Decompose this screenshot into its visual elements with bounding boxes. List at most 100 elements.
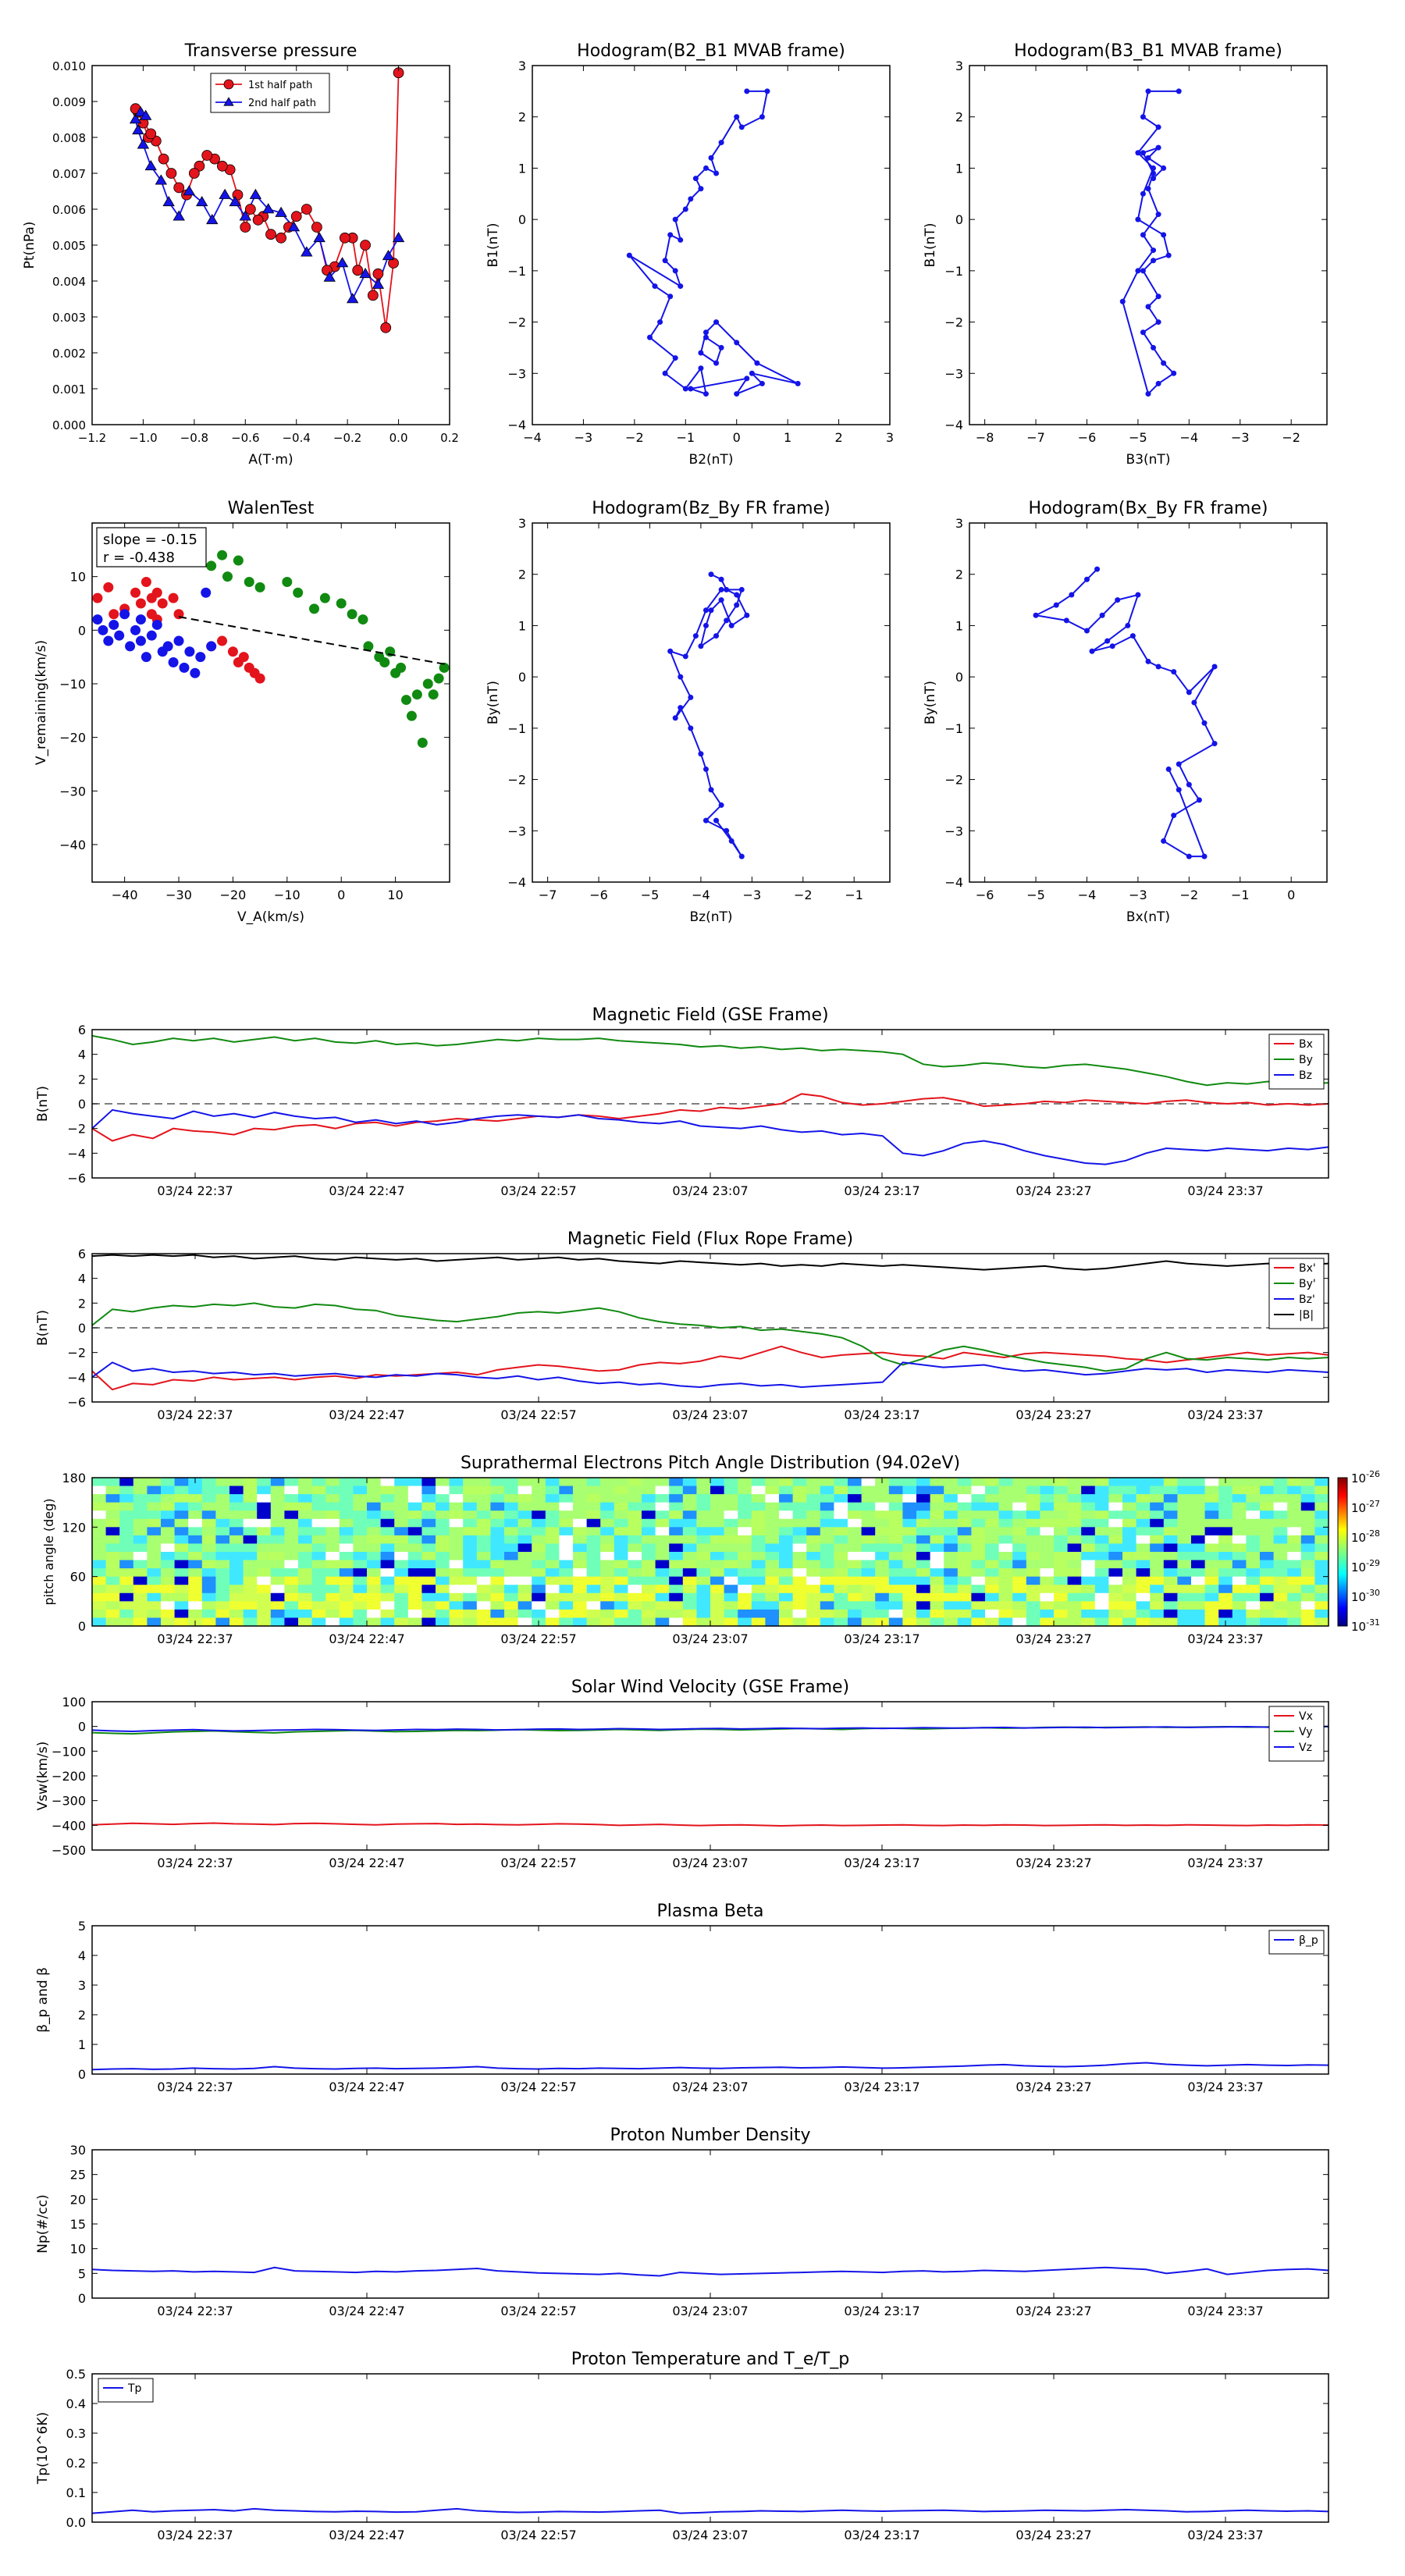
- heatmap-cell: [916, 1592, 931, 1602]
- heatmap-cell: [407, 1543, 422, 1553]
- heatmap-cell: [270, 1560, 285, 1569]
- y-axis-label: β_p and β: [35, 1967, 51, 2033]
- heatmap-cell: [1040, 1585, 1055, 1594]
- data-point: [254, 673, 265, 684]
- y-tick-label: −400: [52, 1818, 86, 1833]
- heatmap-cell: [1108, 1592, 1123, 1602]
- heatmap-cell: [161, 1601, 176, 1610]
- hodogram-point: [1155, 380, 1161, 386]
- heatmap-cell: [1040, 1617, 1055, 1627]
- series-line-By': [91, 1302, 1329, 1372]
- heatmap-cell: [902, 1560, 917, 1569]
- heatmap-cell: [930, 1543, 944, 1553]
- heatmap-cell: [944, 1601, 959, 1610]
- heatmap-cell: [834, 1609, 848, 1619]
- heatmap-cell: [1287, 1518, 1302, 1528]
- heatmap-cell: [133, 1552, 148, 1561]
- x-tick-label: −4: [523, 430, 542, 445]
- heatmap-cell: [724, 1494, 738, 1503]
- heatmap-cell: [1177, 1601, 1192, 1610]
- heatmap-cell: [834, 1576, 848, 1585]
- heatmap-cell: [848, 1543, 863, 1553]
- heatmap-cell: [738, 1494, 752, 1503]
- heatmap-cell: [861, 1494, 876, 1503]
- x-tick-label: 03/24 22:47: [329, 2080, 404, 2094]
- data-point: [249, 188, 262, 199]
- heatmap-cell: [1204, 1585, 1219, 1594]
- heatmap-cell: [504, 1552, 519, 1561]
- hodogram-point: [1196, 797, 1202, 803]
- heatmap-cell: [573, 1543, 588, 1553]
- chart-title: Plasma Beta: [657, 1902, 764, 1921]
- data-point: [108, 619, 119, 630]
- heatmap-cell: [407, 1494, 422, 1503]
- data-point: [162, 196, 175, 207]
- heatmap-cell: [1232, 1527, 1247, 1536]
- hodogram-point: [1171, 370, 1177, 376]
- hodogram-point: [652, 283, 658, 290]
- heatmap-cell: [902, 1609, 917, 1619]
- heatmap-cell: [985, 1576, 1000, 1585]
- y-tick-label: 10: [70, 570, 86, 585]
- data-point: [439, 662, 450, 673]
- heatmap-cell: [449, 1552, 464, 1561]
- heatmap-cell: [201, 1592, 216, 1602]
- heatmap-cell: [133, 1478, 148, 1487]
- heatmap-cell: [834, 1494, 848, 1503]
- heatmap-cell: [944, 1552, 959, 1561]
- y-tick-label: −4: [67, 1146, 86, 1161]
- heatmap-cell: [243, 1510, 258, 1520]
- heatmap-cell: [1218, 1485, 1233, 1495]
- heatmap-cell: [545, 1568, 560, 1578]
- heatmap-cell: [875, 1568, 890, 1578]
- colorbar-tick-label: 10-27: [1351, 1499, 1380, 1515]
- heatmap-cell: [902, 1535, 917, 1545]
- heatmap-cell: [161, 1552, 176, 1561]
- heatmap-cell: [422, 1601, 436, 1610]
- heatmap-cell: [1177, 1510, 1192, 1520]
- heatmap-cell: [916, 1518, 931, 1528]
- heatmap-cell: [298, 1560, 313, 1569]
- x-tick-label: −3: [574, 430, 593, 445]
- heatmap-cell: [161, 1560, 176, 1569]
- data-point: [216, 160, 228, 172]
- heatmap-cell: [696, 1617, 711, 1627]
- heatmap-cell: [600, 1609, 615, 1619]
- heatmap-cell: [600, 1502, 615, 1511]
- heatmap-cell: [628, 1552, 642, 1561]
- heatmap-cell: [119, 1576, 134, 1585]
- data-point: [239, 210, 251, 221]
- heatmap-cell: [229, 1543, 244, 1553]
- x-axis-label: A(T·m): [248, 452, 293, 468]
- heatmap-cell: [449, 1543, 464, 1553]
- heatmap-cell: [339, 1543, 354, 1553]
- heatmap-cell: [353, 1601, 368, 1610]
- heatmap-cell: [1040, 1576, 1055, 1585]
- heatmap-cell: [751, 1576, 766, 1585]
- heatmap-cell: [147, 1576, 162, 1585]
- heatmap-cell: [806, 1560, 821, 1569]
- heatmap-cell: [298, 1609, 313, 1619]
- heatmap-cell: [902, 1527, 917, 1536]
- heatmap-cell: [188, 1568, 203, 1578]
- heatmap-cell: [573, 1609, 588, 1619]
- y-tick-label: 1: [518, 618, 526, 633]
- heatmap-cell: [1136, 1585, 1151, 1594]
- heatmap-cell: [257, 1527, 272, 1536]
- heatmap-cell: [407, 1568, 422, 1578]
- heatmap-cell: [559, 1585, 574, 1594]
- heatmap-cell: [1177, 1543, 1192, 1553]
- heatmap-cell: [1150, 1510, 1165, 1520]
- heatmap-cell: [188, 1576, 203, 1585]
- data-point: [233, 555, 244, 566]
- heatmap-cell: [1177, 1592, 1192, 1602]
- heatmap-cell: [532, 1510, 546, 1520]
- heatmap-cell: [284, 1601, 299, 1610]
- heatmap-cell: [215, 1502, 230, 1511]
- x-tick-label: 03/24 22:47: [329, 2528, 404, 2542]
- hodogram-point: [1140, 329, 1146, 336]
- x-axis-label: Bx(nT): [1126, 909, 1170, 925]
- legend-box: [98, 2378, 154, 2403]
- heatmap-cell: [573, 1535, 588, 1545]
- heatmap-cell: [325, 1592, 340, 1602]
